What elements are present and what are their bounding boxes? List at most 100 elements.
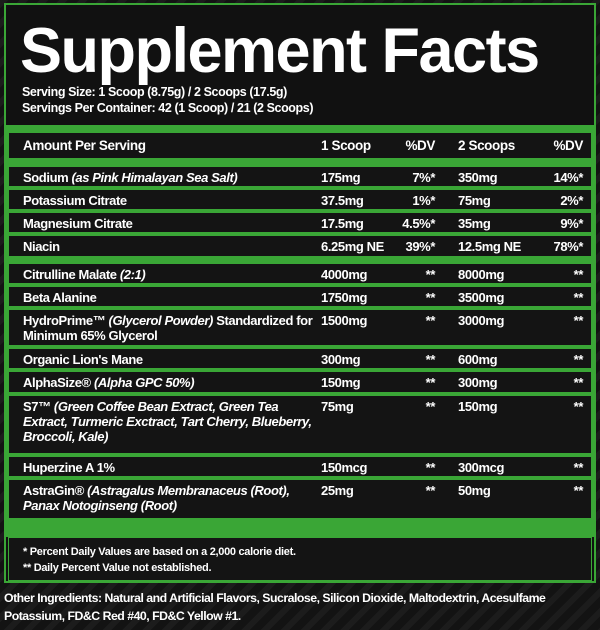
ingredient-label: Potassium Citrate <box>23 193 127 208</box>
ingredient-note: (Alpha GPC 50%) <box>93 375 195 390</box>
dv-2-scoops: ** <box>573 352 584 367</box>
ingredient-name: Citrulline Malate (2:1) <box>23 267 313 282</box>
amount-1-scoop: 75mg <box>321 399 354 414</box>
table-row: AstraGin® (Astragalus Membranaceus (Root… <box>8 479 592 519</box>
amount-2-scoops: 3000mg <box>458 313 505 328</box>
ingredient-name: Sodium (as Pink Himalayan Sea Salt) <box>23 170 313 185</box>
ingredient-name: Niacin <box>23 239 313 254</box>
ingredient-name: Magnesium Citrate <box>23 216 313 231</box>
ingredient-label: Citrulline Malate <box>23 267 117 282</box>
dv-2-scoops: 9%* <box>560 216 583 231</box>
serving-size: Serving Size: 1 Scoop (8.75g) / 2 Scoops… <box>22 85 287 99</box>
dv-2-scoops: 78%* <box>553 239 584 254</box>
ingredient-label: S7™ <box>23 399 51 414</box>
amount-1-scoop: 37.5mg <box>321 193 364 208</box>
amount-2-scoops: 300mcg <box>458 460 505 475</box>
ingredient-name: S7™ (Green Coffee Bean Extract, Green Te… <box>23 399 313 444</box>
dv-1-scoop: 7%* <box>412 170 435 185</box>
ingredient-name: AstraGin® (Astragalus Membranaceus (Root… <box>23 483 313 513</box>
amount-1-scoop: 6.25mg NE <box>321 239 384 254</box>
amount-2-scoops: 350mg <box>458 170 498 185</box>
ingredient-name: Potassium Citrate <box>23 193 313 208</box>
ingredient-label: Niacin <box>23 239 60 254</box>
ingredient-note: (Glycerol Powder) <box>108 313 214 328</box>
amount-2-scoops: 3500mg <box>458 290 505 305</box>
dv-2-scoops: ** <box>573 290 584 305</box>
dv-1-scoop: ** <box>425 460 436 475</box>
table-header: Amount Per Serving 1 Scoop %DV 2 Scoops … <box>8 132 592 159</box>
ingredient-note: (Astragalus Membranaceus (Root), Panax N… <box>23 483 290 513</box>
amount-1-scoop: 175mg <box>321 170 361 185</box>
dv-1-scoop: 4.5%* <box>402 216 435 231</box>
table-row: Huperzine A 1% 150mcg ** 300mcg ** <box>8 456 592 477</box>
amount-2-scoops: 8000mg <box>458 267 505 282</box>
page-title: Supplement Facts <box>20 16 540 86</box>
dv-1-scoop: 1%* <box>412 193 435 208</box>
amount-1-scoop: 25mg <box>321 483 354 498</box>
ingredient-label: Beta Alanine <box>23 290 97 305</box>
ingredient-label: Organic Lion's Mane <box>23 352 143 367</box>
amount-2-scoops: 75mg <box>458 193 491 208</box>
ingredient-name: Organic Lion's Mane <box>23 352 313 367</box>
amount-1-scoop: 4000mg <box>321 267 368 282</box>
header-amount: Amount Per Serving <box>23 138 146 153</box>
table-row: Organic Lion's Mane 300mg ** 600mg ** <box>8 348 592 369</box>
ingredient-note: (as Pink Himalayan Sea Salt) <box>71 170 238 185</box>
amount-2-scoops: 12.5mg NE <box>458 239 521 254</box>
ingredient-label: Standardized for Minimum 65% Glycerol <box>23 313 313 343</box>
table-row: Beta Alanine 1750mg ** 3500mg ** <box>8 286 592 307</box>
table-row: HydroPrime™ (Glycerol Powder) Standardiz… <box>8 309 592 346</box>
amount-2-scoops: 35mg <box>458 216 491 231</box>
ingredient-label: Huperzine A 1% <box>23 460 115 475</box>
footnote: ** Daily Percent Value not established. <box>23 562 212 574</box>
dv-2-scoops: ** <box>573 483 584 498</box>
ingredient-label: HydroPrime™ <box>23 313 106 328</box>
amount-2-scoops: 50mg <box>458 483 491 498</box>
ingredient-note: (Green Coffee Bean Extract, Green Tea Ex… <box>23 399 312 444</box>
dv-1-scoop: ** <box>425 352 436 367</box>
ingredient-label: Sodium <box>23 170 69 185</box>
dv-2-scoops: ** <box>573 399 584 414</box>
amount-1-scoop: 150mg <box>321 375 361 390</box>
ingredient-name: AlphaSize® (Alpha GPC 50%) <box>23 375 313 390</box>
amount-2-scoops: 150mg <box>458 399 498 414</box>
ingredient-name: Beta Alanine <box>23 290 313 305</box>
dv-1-scoop: ** <box>425 267 436 282</box>
dv-1-scoop: ** <box>425 483 436 498</box>
dv-2-scoops: 2%* <box>560 193 583 208</box>
ingredient-label: AstraGin® <box>23 483 84 498</box>
amount-2-scoops: 300mg <box>458 375 498 390</box>
ingredient-name: Huperzine A 1% <box>23 460 313 475</box>
amount-1-scoop: 1500mg <box>321 313 368 328</box>
amount-1-scoop: 17.5mg <box>321 216 364 231</box>
header-dv: %DV <box>405 138 435 153</box>
dv-2-scoops: ** <box>573 313 584 328</box>
ingredient-note: (2:1) <box>119 267 146 282</box>
dv-2-scoops: ** <box>573 267 584 282</box>
dv-1-scoop: 39%* <box>405 239 436 254</box>
footnotes: * Percent Daily Values are based on a 2,… <box>8 537 592 581</box>
table-row: S7™ (Green Coffee Bean Extract, Green Te… <box>8 395 592 454</box>
amount-2-scoops: 600mg <box>458 352 498 367</box>
table-row: Magnesium Citrate 17.5mg 4.5%* 35mg 9%* <box>8 212 592 233</box>
table-row: Sodium (as Pink Himalayan Sea Salt) 175mg… <box>8 166 592 187</box>
header-2-scoops: 2 Scoops <box>458 138 515 153</box>
header-1-scoop: 1 Scoop <box>321 138 371 153</box>
dv-2-scoops: 14%* <box>553 170 584 185</box>
footnote: * Percent Daily Values are based on a 2,… <box>23 546 296 558</box>
other-ingredients: Other Ingredients: Natural and Artificia… <box>4 591 546 623</box>
dv-1-scoop: ** <box>425 313 436 328</box>
supplement-facts-panel: Supplement Facts Serving Size: 1 Scoop (… <box>4 3 596 583</box>
header-dv: %DV <box>553 138 583 153</box>
amount-1-scoop: 1750mg <box>321 290 368 305</box>
amount-1-scoop: 150mcg <box>321 460 368 475</box>
table-row: Potassium Citrate 37.5mg 1%* 75mg 2%* <box>8 189 592 210</box>
amount-1-scoop: 300mg <box>321 352 361 367</box>
ingredient-label: AlphaSize® <box>23 375 91 390</box>
dv-1-scoop: ** <box>425 290 436 305</box>
ingredient-name: HydroPrime™ (Glycerol Powder) Standardiz… <box>23 313 313 343</box>
table-row: AlphaSize® (Alpha GPC 50%) 150mg ** 300mg ** <box>8 371 592 393</box>
dv-2-scoops: ** <box>573 460 584 475</box>
table-row: Citrulline Malate (2:1) 4000mg ** 8000mg ** <box>8 263 592 284</box>
dv-2-scoops: ** <box>573 375 584 390</box>
